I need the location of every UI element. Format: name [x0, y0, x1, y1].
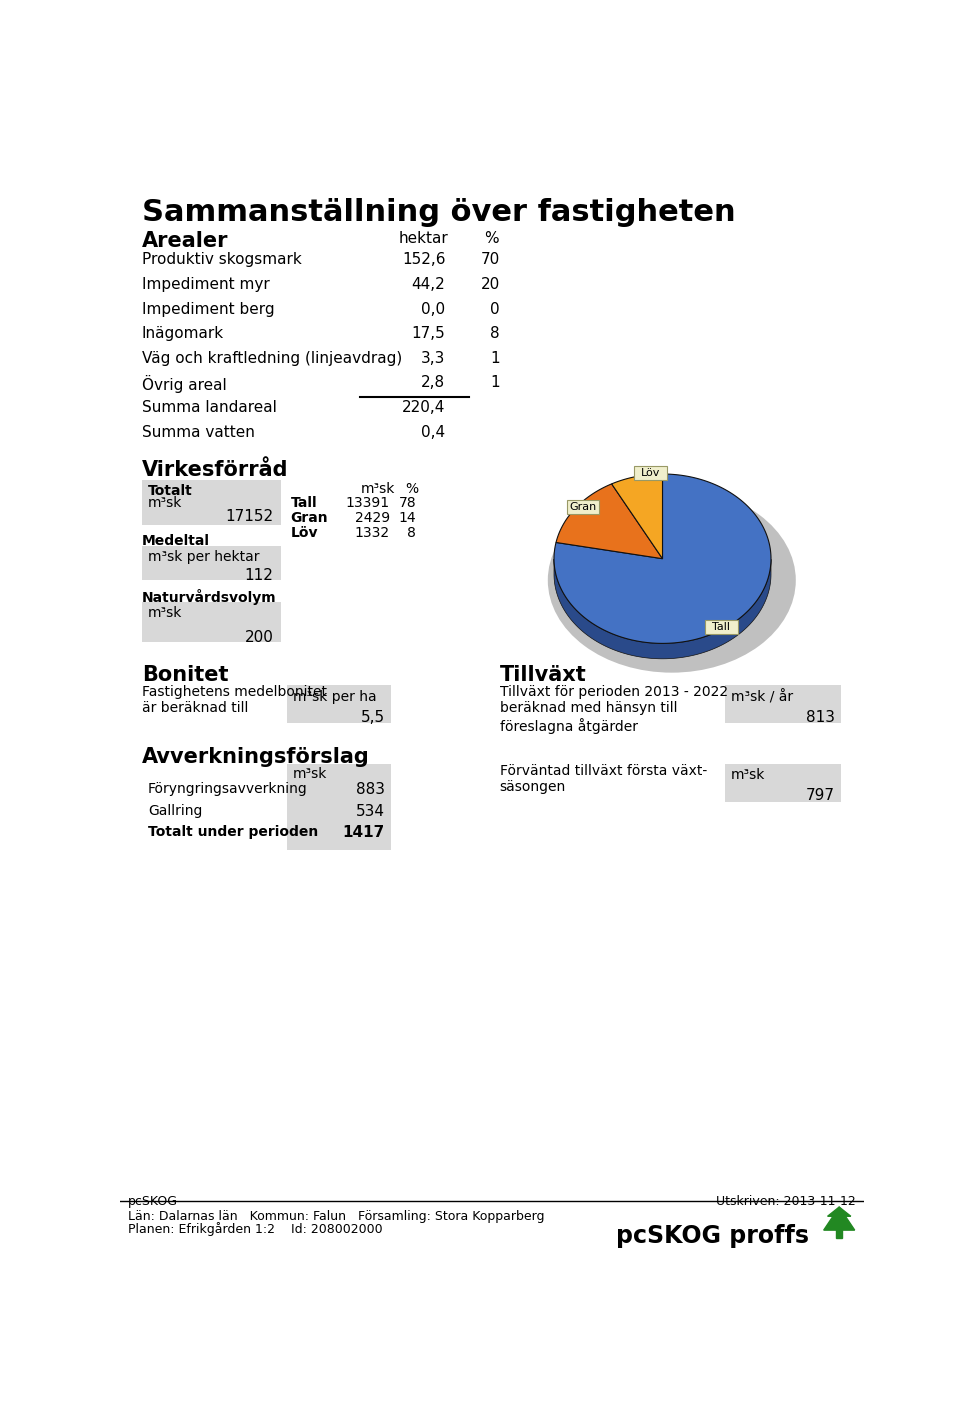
FancyBboxPatch shape [142, 480, 281, 524]
Text: 534: 534 [356, 803, 385, 819]
Text: Inägomark: Inägomark [142, 325, 224, 341]
Text: Produktiv skogsmark: Produktiv skogsmark [142, 252, 301, 268]
Text: Föryngringsavverkning: Föryngringsavverkning [148, 782, 307, 796]
Text: hektar: hektar [399, 231, 448, 245]
Text: Summa landareal: Summa landareal [142, 400, 276, 416]
FancyBboxPatch shape [725, 764, 841, 802]
Text: Gran: Gran [569, 502, 597, 511]
Text: 8: 8 [491, 325, 500, 341]
Text: Gallring: Gallring [148, 803, 203, 817]
Text: Arealer: Arealer [142, 231, 228, 251]
Text: Löv: Löv [640, 468, 660, 478]
Text: Avverkningsförslag: Avverkningsförslag [142, 747, 370, 766]
Text: m³sk per ha: m³sk per ha [293, 689, 376, 703]
Text: Tall: Tall [712, 621, 731, 631]
Text: Sammanställning över fastigheten: Sammanställning över fastigheten [142, 199, 735, 227]
Text: %: % [484, 231, 499, 245]
Text: Tillväxt: Tillväxt [500, 665, 587, 685]
Polygon shape [554, 473, 771, 644]
Text: 1417: 1417 [343, 826, 385, 840]
FancyBboxPatch shape [705, 620, 737, 634]
Text: Totalt: Totalt [148, 485, 193, 497]
Text: 20: 20 [481, 278, 500, 292]
Text: Bonitet: Bonitet [142, 665, 228, 685]
Text: Totalt under perioden: Totalt under perioden [148, 826, 318, 840]
Polygon shape [556, 483, 662, 559]
FancyBboxPatch shape [635, 466, 667, 480]
Ellipse shape [548, 488, 796, 672]
Text: 3,3: 3,3 [421, 351, 445, 366]
FancyBboxPatch shape [287, 764, 392, 850]
Polygon shape [836, 1229, 842, 1239]
Text: Gran: Gran [291, 511, 328, 526]
FancyBboxPatch shape [142, 602, 281, 643]
Text: 0,4: 0,4 [421, 424, 445, 440]
Polygon shape [824, 1208, 854, 1230]
Text: 1332: 1332 [354, 527, 390, 541]
Text: Summa vatten: Summa vatten [142, 424, 254, 440]
Text: Planen: Efrikgården 1:2    Id: 208002000: Planen: Efrikgården 1:2 Id: 208002000 [128, 1223, 382, 1237]
Text: Tall: Tall [291, 496, 317, 510]
Text: pcSKOG proffs: pcSKOG proffs [616, 1224, 809, 1248]
FancyBboxPatch shape [287, 685, 392, 723]
Text: m³sk: m³sk [731, 768, 765, 782]
Text: m³sk per hektar: m³sk per hektar [148, 551, 259, 564]
Text: Tillväxt för perioden 2013 - 2022
beräknad med hänsyn till
föreslagna åtgärder: Tillväxt för perioden 2013 - 2022 beräkn… [500, 685, 728, 734]
Text: 152,6: 152,6 [402, 252, 445, 268]
Text: 8: 8 [407, 527, 416, 541]
Text: 1: 1 [491, 375, 500, 390]
Text: 5,5: 5,5 [361, 710, 385, 724]
Text: Impediment myr: Impediment myr [142, 278, 270, 292]
Text: m³sk / år: m³sk / år [731, 689, 793, 704]
Text: %: % [405, 482, 419, 496]
Text: 70: 70 [481, 252, 500, 268]
Polygon shape [612, 473, 662, 559]
Text: Virkesförråd: Virkesförråd [142, 461, 288, 480]
Text: pcSKOG: pcSKOG [128, 1195, 178, 1208]
Text: 0: 0 [491, 302, 500, 317]
Text: 78: 78 [398, 496, 416, 510]
Text: Län: Dalarnas län   Kommun: Falun   Församling: Stora Kopparberg: Län: Dalarnas län Kommun: Falun Församli… [128, 1210, 544, 1223]
Text: m³sk: m³sk [293, 768, 327, 782]
Text: Löv: Löv [291, 527, 318, 541]
Text: Impediment berg: Impediment berg [142, 302, 275, 317]
Polygon shape [554, 559, 771, 659]
Text: 883: 883 [356, 782, 385, 797]
Polygon shape [828, 1208, 851, 1216]
Text: Övrig areal: Övrig areal [142, 375, 227, 393]
FancyBboxPatch shape [566, 500, 599, 514]
Text: Förväntad tillväxt första växt-
säsongen: Förväntad tillväxt första växt- säsongen [500, 764, 707, 793]
Text: m³sk: m³sk [148, 496, 182, 510]
Text: 112: 112 [245, 568, 274, 583]
Text: 13391: 13391 [346, 496, 390, 510]
Text: 44,2: 44,2 [412, 278, 445, 292]
Text: 797: 797 [805, 788, 834, 803]
FancyBboxPatch shape [725, 685, 841, 723]
Text: 14: 14 [398, 511, 416, 526]
Text: 2429: 2429 [354, 511, 390, 526]
Text: 220,4: 220,4 [402, 400, 445, 416]
Text: 813: 813 [805, 710, 834, 724]
Text: Utskriven: 2013-11-12: Utskriven: 2013-11-12 [716, 1195, 856, 1208]
Text: 0,0: 0,0 [421, 302, 445, 317]
Text: 1: 1 [491, 351, 500, 366]
Text: m³sk: m³sk [148, 606, 182, 620]
Text: 200: 200 [245, 630, 274, 644]
Text: 17152: 17152 [226, 510, 274, 524]
Text: Medeltal: Medeltal [142, 534, 209, 548]
Text: 2,8: 2,8 [421, 375, 445, 390]
Text: Naturvårdsvolym: Naturvårdsvolym [142, 589, 276, 606]
Text: 17,5: 17,5 [412, 325, 445, 341]
Text: m³sk: m³sk [360, 482, 395, 496]
Text: Fastighetens medelbonitet
är beräknad till: Fastighetens medelbonitet är beräknad ti… [142, 685, 326, 716]
Text: Väg och kraftledning (linjeavdrag): Väg och kraftledning (linjeavdrag) [142, 351, 402, 366]
FancyBboxPatch shape [142, 547, 281, 581]
